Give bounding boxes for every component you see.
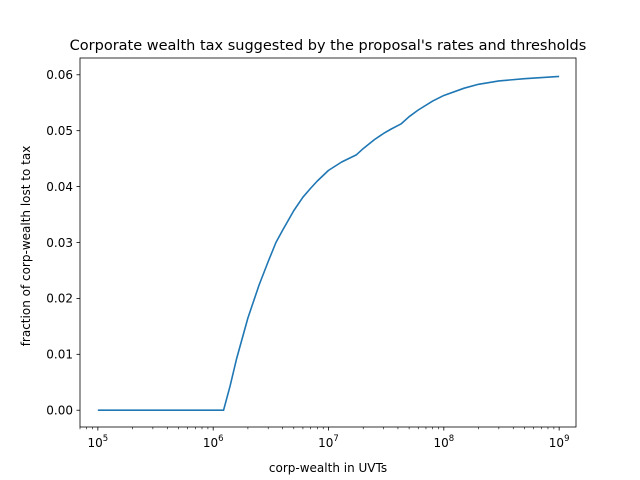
y-tick-label-3: 0.03 (46, 236, 73, 250)
x-tick-label-3: 108 (433, 434, 454, 450)
y-tick-label-5: 0.05 (46, 124, 73, 138)
x-tick-label-4: 109 (549, 434, 570, 450)
x-tick-label-1: 106 (203, 434, 224, 450)
x-tick-label-2: 107 (318, 434, 339, 450)
y-tick-label-2: 0.02 (46, 292, 73, 306)
y-tick-label-4: 0.04 (46, 180, 73, 194)
y-tick-label-6: 0.06 (46, 68, 73, 82)
y-tick-label-1: 0.01 (46, 348, 73, 362)
series-line-0 (97, 75, 560, 412)
plot-area: 105 106 107 108 109 0.00 0.01 0.02 0.03 0.04 0.05 0… (46, 57, 577, 450)
chart-title: Corporate wealth tax suggested by the pr… (70, 38, 587, 54)
x-tick-label-0: 105 (88, 434, 109, 450)
y-axis-label: fraction of corp-wealth lost to tax (19, 146, 33, 347)
y-tick-label-0: 0.00 (46, 404, 73, 418)
x-axis-label: corp-wealth in UVTs (269, 461, 387, 475)
axes-frame (79, 57, 577, 428)
